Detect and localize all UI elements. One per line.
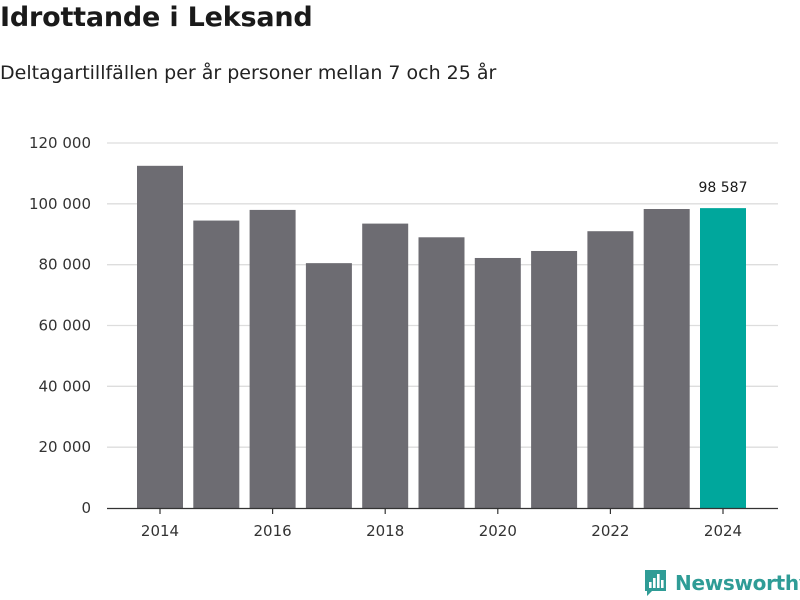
newsworthy-logo-icon: [645, 570, 666, 596]
bar-2019: [418, 237, 465, 508]
newsworthy-logo-text: Newsworthy: [675, 571, 800, 595]
bar-2018: [362, 223, 409, 508]
chart-subtitle: Deltagartillfällen per år personer mella…: [0, 62, 497, 84]
y-tick-label: 40 000: [39, 377, 92, 395]
bar-2016: [249, 209, 296, 508]
bar-2014: [137, 165, 183, 508]
y-tick-label: 60 000: [39, 317, 92, 335]
y-tick-label: 80 000: [39, 256, 92, 274]
newsworthy-logo: Newsworthy: [643, 568, 800, 598]
data-labels: 98 587: [699, 180, 748, 196]
x-tick-label: 2016: [254, 522, 292, 540]
y-tick-label: 20 000: [39, 438, 92, 456]
bar-2021: [531, 250, 578, 508]
bar-2024: [700, 208, 746, 508]
y-axis-tick-labels: 0 20 000 40 000 60 000 80 000 100 000 120 000: [29, 134, 91, 517]
x-tick-label: 2018: [366, 522, 404, 540]
x-tick-label: 2014: [141, 522, 179, 540]
chart-title: Idrottande i Leksand: [0, 2, 313, 33]
bar-2015: [193, 220, 240, 508]
bars: [137, 165, 746, 509]
bar-2022: [587, 231, 634, 509]
y-tick-label: 100 000: [29, 195, 91, 213]
bar-2023: [643, 209, 690, 509]
x-tick-label: 2022: [591, 522, 629, 540]
data-label: 98 587: [699, 180, 748, 196]
x-tick-label: 2024: [704, 522, 742, 540]
bar-2020: [474, 257, 521, 508]
y-tick-label: 0: [81, 499, 91, 517]
x-tick-label: 2020: [479, 522, 517, 540]
bar-2017: [305, 263, 352, 508]
y-tick-label: 120 000: [29, 134, 91, 152]
x-axis: 2014 2016 2018 2020 2022 2024: [107, 507, 778, 540]
